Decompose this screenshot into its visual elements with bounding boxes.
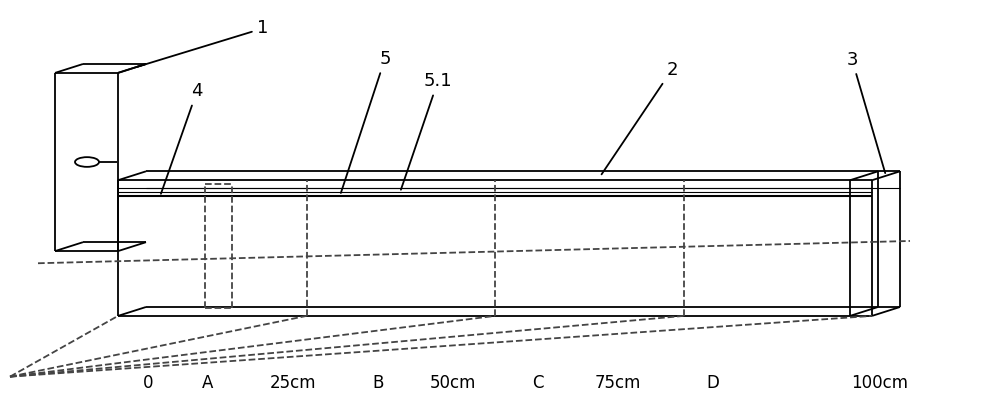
Text: B: B [372, 374, 384, 392]
Text: A: A [202, 374, 214, 392]
Text: 5.1: 5.1 [401, 72, 452, 190]
Text: 3: 3 [846, 51, 885, 173]
Text: 4: 4 [161, 82, 203, 194]
Text: 25cm: 25cm [270, 374, 316, 392]
Text: 1: 1 [137, 19, 269, 67]
Text: 2: 2 [602, 61, 678, 175]
Text: C: C [532, 374, 544, 392]
Text: D: D [707, 374, 719, 392]
Text: 5: 5 [341, 50, 391, 193]
Text: 100cm: 100cm [852, 374, 908, 392]
Text: 0: 0 [143, 374, 153, 392]
Text: 75cm: 75cm [595, 374, 641, 392]
Text: 50cm: 50cm [430, 374, 476, 392]
